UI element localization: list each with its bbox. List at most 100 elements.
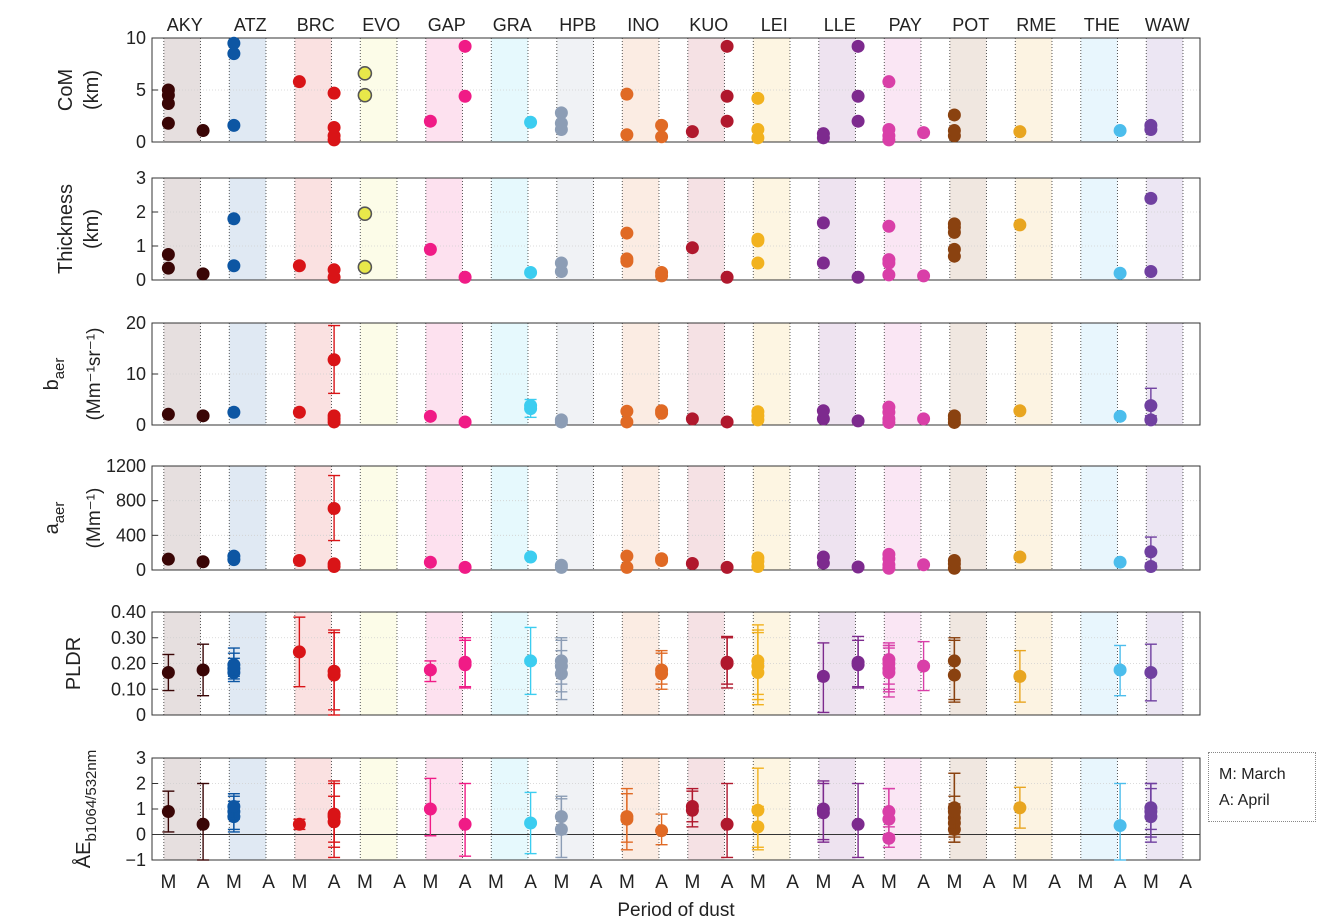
data-point-gra-a (524, 115, 538, 129)
data-point-waw-m (1144, 413, 1158, 427)
data-point-waw-m (1144, 545, 1158, 559)
data-point-ino-a (655, 266, 669, 280)
data-point-rme-m (1013, 218, 1027, 232)
period-label-aky-m: M (160, 872, 176, 893)
station-label-lei: LEI (761, 15, 788, 35)
data-point-gap-a (458, 817, 472, 831)
data-point-ino-m (620, 252, 634, 266)
period-label-kuo-m: M (684, 872, 700, 893)
station-band-rme (1015, 612, 1052, 715)
data-point-waw-m (1144, 399, 1158, 413)
panel-frame-baer (151, 322, 1201, 426)
data-point-lle-a (851, 114, 865, 128)
data-point-pay-a (917, 412, 931, 426)
data-point-pot-m (947, 242, 961, 256)
station-band-gra (491, 466, 528, 570)
station-band-kuo (687, 466, 725, 570)
data-point-rme-m (1013, 801, 1027, 815)
ytick-label: 0.30 (111, 628, 146, 648)
data-point-gra-a (524, 550, 538, 564)
data-point-ino-a (655, 552, 669, 566)
data-point-brc-a (327, 120, 341, 134)
data-point-the-a (1113, 555, 1127, 569)
data-point-atz-m (227, 799, 241, 813)
ytick-label: 0 (136, 270, 146, 290)
period-label-aky-a: A (197, 872, 210, 893)
data-point-pay-a (917, 269, 931, 283)
data-point-gap-a (458, 655, 472, 669)
ytick-label: 400 (116, 525, 146, 545)
ytick-label: 0 (136, 560, 146, 580)
data-point-hpb-m (554, 106, 568, 120)
data-point-hpb-m (554, 256, 568, 270)
period-label-gra-a: A (524, 872, 537, 893)
ylabel-unit-com: (km) (81, 70, 103, 110)
data-point-brc-a (327, 353, 341, 367)
data-point-kuo-a (720, 655, 734, 669)
panel-frame-pldr (151, 611, 1201, 716)
data-point-the-a (1113, 663, 1127, 677)
data-point-aky-a (196, 663, 210, 677)
data-point-gap-a (458, 415, 472, 429)
station-band-gap (425, 178, 463, 280)
data-point-aky-a (196, 409, 210, 423)
data-point-ino-a (655, 118, 669, 132)
data-point-the-a (1113, 266, 1127, 280)
data-point-brc-a (327, 86, 341, 100)
ytick-label: 0.40 (111, 602, 146, 622)
data-point-waw-m (1144, 801, 1158, 815)
data-point-brc-a (327, 807, 341, 821)
period-label-the-a: A (1114, 872, 1127, 893)
data-point-ino-m (620, 87, 634, 101)
data-point-ino-m (620, 128, 634, 142)
data-point-lle-m (816, 127, 830, 141)
data-point-gap-a (458, 270, 472, 284)
ylabel-com: CoM (55, 69, 77, 111)
data-point-evo-m (357, 206, 373, 221)
ytick-label: 0 (136, 825, 146, 845)
data-point-aky-m (161, 666, 175, 680)
data-point-evo-m (357, 259, 373, 275)
data-point-kuo-a (720, 415, 734, 429)
legend-april: A: April (1219, 792, 1270, 809)
ytick-label: 20 (126, 313, 146, 333)
data-point-kuo-m (685, 241, 699, 255)
data-point-lle-a (851, 270, 865, 284)
data-point-pot-m (947, 124, 961, 138)
station-band-hpb (556, 466, 594, 570)
data-point-gra-a (524, 654, 538, 668)
data-point-kuo-a (720, 817, 734, 831)
data-point-gap-m (423, 555, 437, 569)
station-label-hpb: HPB (559, 15, 596, 35)
period-label-rme-m: M (1012, 872, 1028, 893)
data-point-kuo-a (720, 39, 734, 53)
station-band-kuo (687, 178, 725, 280)
ytick-label: 0 (136, 132, 146, 152)
data-point-hpb-m (554, 810, 568, 824)
data-point-pay-m (882, 400, 896, 414)
panel-frame-com (151, 37, 1201, 143)
data-point-pot-m (947, 654, 961, 668)
station-label-gra: GRA (493, 15, 532, 35)
station-band-pot (949, 466, 987, 570)
data-point-pay-a (917, 558, 931, 572)
period-label-lei-a: A (786, 872, 799, 893)
station-band-evo (360, 612, 397, 715)
data-point-atz-m (227, 259, 241, 273)
station-band-gra (491, 178, 528, 280)
station-band-brc (294, 612, 332, 715)
period-label-atz-m: M (226, 872, 242, 893)
data-point-the-a (1113, 124, 1127, 138)
data-point-pay-a (917, 659, 931, 673)
period-label-hpb-m: M (553, 872, 569, 893)
data-point-hpb-m (554, 654, 568, 668)
station-band-the (1080, 612, 1118, 715)
station-band-evo (360, 466, 397, 570)
data-point-pay-m (882, 219, 896, 233)
data-point-lle-a (851, 560, 865, 574)
data-point-kuo-a (720, 270, 734, 284)
station-band-brc (294, 466, 332, 570)
station-band-kuo (687, 38, 725, 142)
ytick-label: −1 (125, 850, 146, 870)
